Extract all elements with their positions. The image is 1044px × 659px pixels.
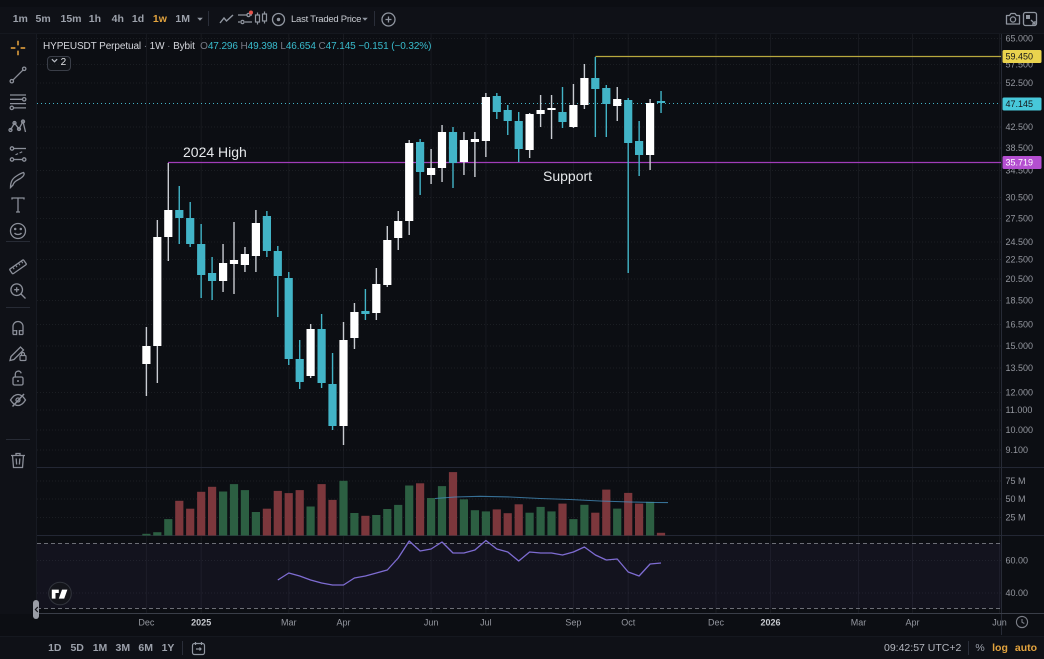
svg-text:Apr: Apr bbox=[336, 618, 350, 628]
svg-text:60.00: 60.00 bbox=[1006, 556, 1029, 566]
svg-text:13.500: 13.500 bbox=[1006, 363, 1034, 373]
svg-text:11.000: 11.000 bbox=[1006, 405, 1033, 415]
svg-text:Dec: Dec bbox=[138, 618, 155, 628]
svg-text:50 M: 50 M bbox=[1006, 494, 1026, 504]
svg-text:42.500: 42.500 bbox=[1006, 122, 1034, 132]
svg-text:2026: 2026 bbox=[760, 618, 780, 628]
svg-text:Mar: Mar bbox=[851, 618, 867, 628]
svg-text:Support: Support bbox=[543, 168, 592, 184]
svg-text:75 M: 75 M bbox=[1006, 476, 1026, 486]
svg-text:34.500: 34.500 bbox=[1006, 166, 1034, 176]
svg-text:16.500: 16.500 bbox=[1006, 320, 1034, 330]
svg-text:Mar: Mar bbox=[281, 618, 297, 628]
svg-text:24.500: 24.500 bbox=[1006, 237, 1034, 247]
svg-text:25 M: 25 M bbox=[1006, 513, 1026, 523]
svg-text:9.100: 9.100 bbox=[1006, 445, 1029, 455]
svg-text:20.500: 20.500 bbox=[1006, 274, 1034, 284]
svg-text:10.000: 10.000 bbox=[1006, 425, 1034, 435]
svg-text:15.000: 15.000 bbox=[1006, 341, 1034, 351]
svg-text:59.450: 59.450 bbox=[1006, 52, 1034, 62]
svg-text:47.145: 47.145 bbox=[1006, 99, 1034, 109]
svg-text:52.500: 52.500 bbox=[1006, 78, 1034, 88]
svg-text:Apr: Apr bbox=[905, 618, 919, 628]
svg-text:12.000: 12.000 bbox=[1006, 388, 1034, 398]
svg-text:2025: 2025 bbox=[191, 618, 211, 628]
svg-text:57.500: 57.500 bbox=[1006, 60, 1034, 70]
svg-text:Sep: Sep bbox=[565, 618, 581, 628]
svg-text:2024 High: 2024 High bbox=[183, 144, 247, 160]
svg-text:Jul: Jul bbox=[480, 618, 492, 628]
svg-text:18.500: 18.500 bbox=[1006, 296, 1034, 306]
svg-text:Jun: Jun bbox=[992, 618, 1007, 628]
svg-text:65.000: 65.000 bbox=[1006, 34, 1034, 44]
svg-text:27.500: 27.500 bbox=[1006, 214, 1034, 224]
svg-text:38.500: 38.500 bbox=[1006, 143, 1034, 153]
svg-text:22.500: 22.500 bbox=[1006, 255, 1034, 265]
svg-text:30.500: 30.500 bbox=[1006, 193, 1034, 203]
svg-text:40.00: 40.00 bbox=[1006, 588, 1029, 598]
svg-text:Jun: Jun bbox=[424, 618, 439, 628]
svg-text:35.719: 35.719 bbox=[1006, 158, 1034, 168]
svg-text:Dec: Dec bbox=[708, 618, 725, 628]
svg-text:Oct: Oct bbox=[621, 618, 636, 628]
